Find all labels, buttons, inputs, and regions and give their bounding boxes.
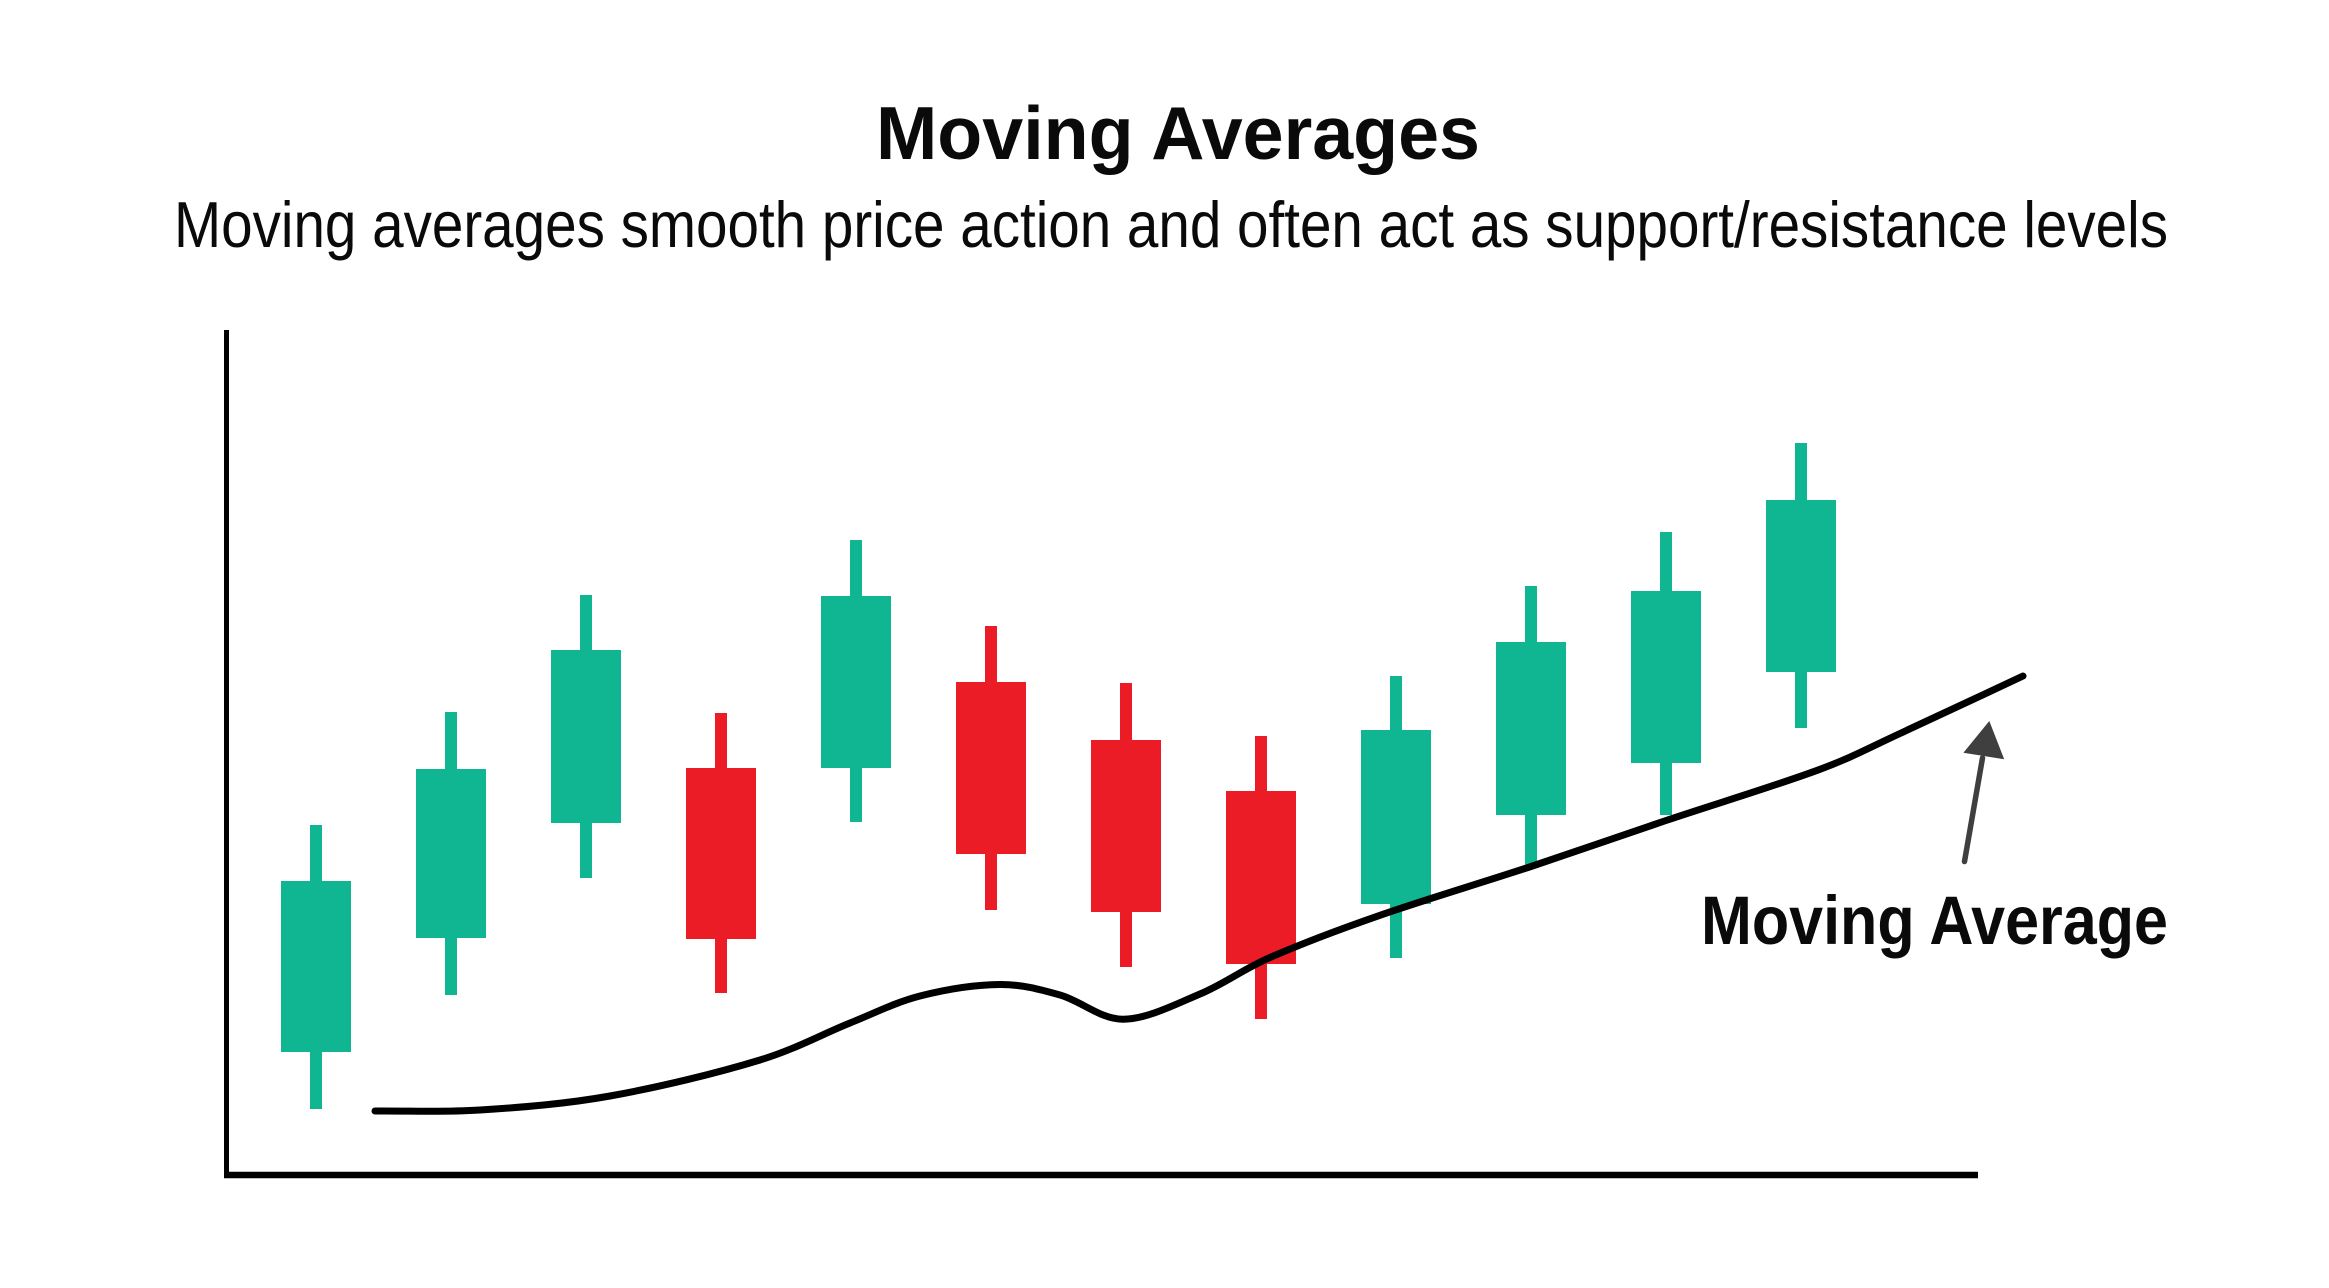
svg-text:Moving Averages: Moving Averages (876, 91, 1480, 175)
svg-text:Moving averages smooth price a: Moving averages smooth price action and … (174, 188, 2168, 261)
svg-text:Moving Average: Moving Average (1701, 882, 2168, 959)
